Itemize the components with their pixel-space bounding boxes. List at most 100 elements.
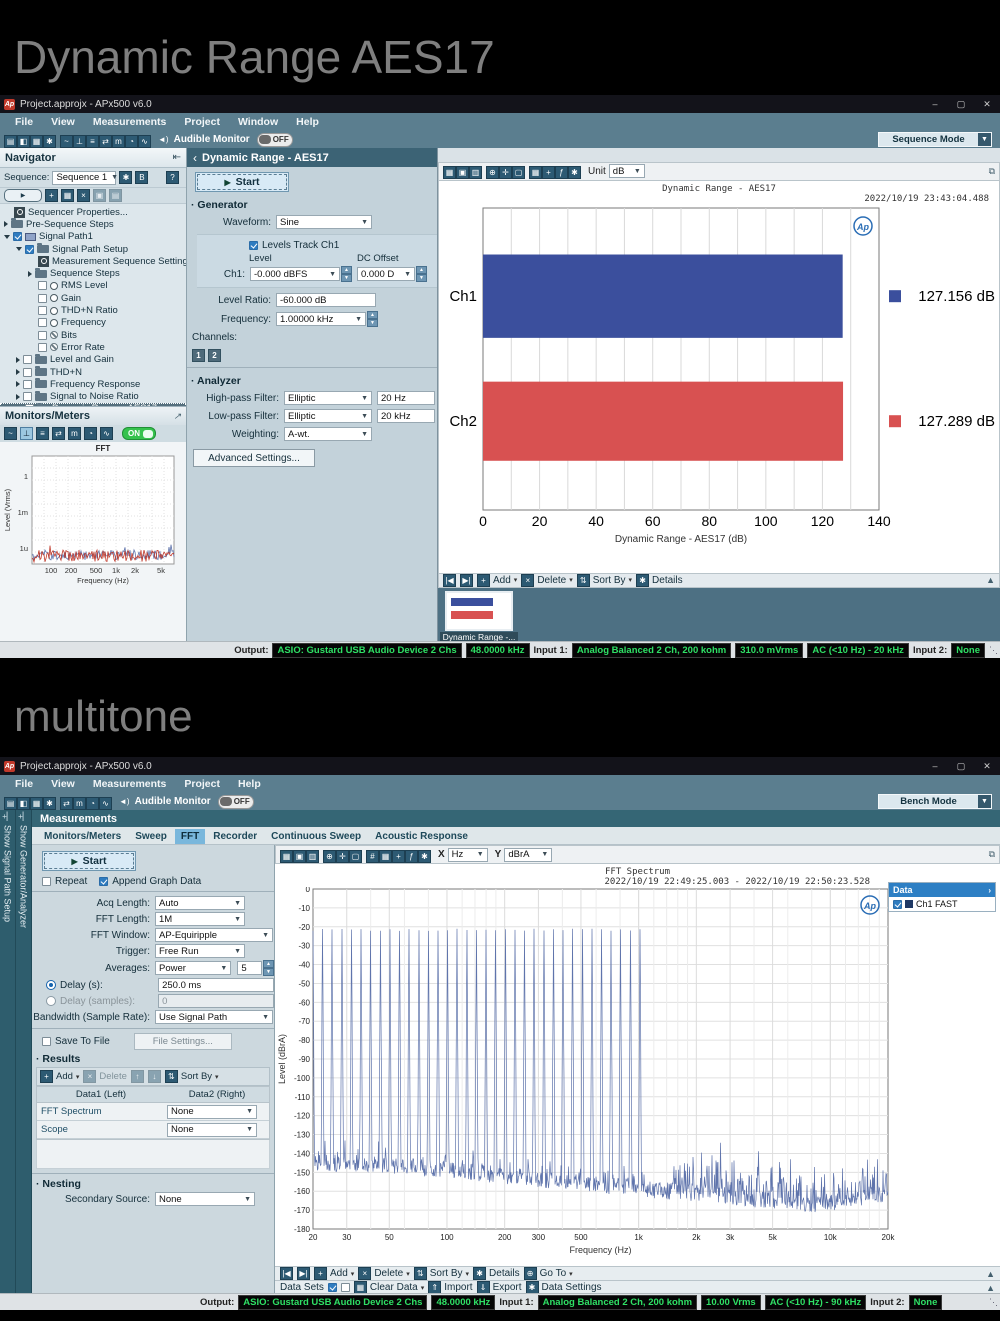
menu-item-measurements[interactable]: Measurements [92,778,167,790]
low-pass-filter-select[interactable]: Elliptic ▼ [284,409,372,423]
help-icon[interactable]: ? [166,171,179,184]
menu-item-window[interactable]: Window [237,116,279,128]
weighting-select[interactable]: A-wt. ▼ [284,427,372,441]
trigger-select[interactable]: Free Run ▼ [155,944,245,958]
tree-checkbox[interactable] [25,244,34,254]
print-icon[interactable]: ▥ [306,849,319,863]
minimize-button[interactable]: – [932,761,938,771]
mode-select[interactable]: Bench Mode ▼ [878,794,992,809]
results-row[interactable]: FFT Spectrum None ▼ [37,1103,269,1121]
show-generator-analyzer-tab[interactable]: +▏ Show Generator/Analyzer [16,810,32,1293]
tab-fft[interactable]: FFT [174,829,206,844]
collapse-icon[interactable]: ▲ [986,575,995,586]
tree-item-error-rate[interactable]: Error Rate [0,341,186,353]
scope-monitor-icon[interactable]: ~ [4,427,17,440]
close-button[interactable]: ✕ [983,760,991,771]
mm-monitor-icon[interactable]: m [68,427,81,440]
resize-grip[interactable]: ⋱ [989,1296,998,1307]
mm-icon[interactable]: m [112,134,125,148]
mode-select[interactable]: Sequence Mode ▼ [878,132,992,147]
transfer-monitor-icon[interactable]: ⇄ [52,427,65,440]
details-button[interactable]: ✱ Details [636,573,683,587]
signal-icon[interactable]: ∿ [99,796,112,810]
frequency-stepper[interactable]: ▲ ▼ [367,311,378,327]
unit-select[interactable]: dB ▼ [608,164,645,178]
tree-checkbox[interactable] [38,293,47,303]
output-device-badge[interactable]: ASIO: Gustard USB Audio Device 2 Chs [238,1294,428,1310]
menu-item-file[interactable]: File [15,116,34,128]
input1-bandwidth-badge[interactable]: AC (<10 Hz) - 20 kHz [807,642,909,658]
menu-item-help[interactable]: Help [296,116,319,128]
open-icon[interactable]: ◧ [17,134,30,148]
first-record-icon[interactable]: |◀ [443,573,456,587]
gear-icon[interactable]: ✱ [43,796,56,810]
fx-icon[interactable]: ƒ [555,166,568,179]
fit-icon[interactable]: ▢ [349,849,362,863]
menu-item-project[interactable]: Project [184,778,220,790]
add-button[interactable]: + Add ▾ [477,573,517,587]
tree-checkbox[interactable] [38,318,47,328]
add-step-icon[interactable]: + [45,189,58,202]
audible-monitor-toggle[interactable]: OFF [256,132,293,147]
fit-icon[interactable]: ▢ [512,166,525,179]
meters-monitor-icon[interactable]: ≡ [36,427,49,440]
input1-device-badge[interactable]: Analog Balanced 2 Ch, 200 kohm [537,1294,698,1310]
level-ratio-input[interactable]: -60.000 dB [276,293,376,307]
cursor-icon[interactable]: + [542,166,555,179]
menu-item-view[interactable]: View [51,778,75,790]
doc-icon[interactable]: ▤ [4,796,17,810]
save-to-file-checkbox[interactable] [42,1037,51,1046]
delete-button[interactable]: × Delete ▾ [358,1267,410,1280]
last-record-icon[interactable]: ▶| [297,1267,310,1280]
swap-icon[interactable]: ⇄ [99,134,112,148]
doc-icon[interactable]: ▤ [4,134,17,148]
nesting-section-title[interactable]: Nesting [36,1178,274,1190]
sample-rate-badge[interactable]: 48.0000 kHz [465,642,530,658]
tree-checkbox[interactable] [23,355,32,365]
delay-samples-radio[interactable] [46,996,56,1006]
bandwidth-sample-rate-select[interactable]: Use Signal Path ▼ [155,1010,273,1024]
collapse-icon[interactable]: ▲ [986,1282,995,1293]
repeat-checkbox[interactable] [42,877,51,886]
sample-rate-badge[interactable]: 48.0000 kHz [431,1294,496,1310]
tab-recorder[interactable]: Recorder [213,831,258,842]
ch1-level-stepper[interactable]: ▲ ▼ [341,266,352,282]
print-icon[interactable]: ▥ [469,166,482,179]
waveform-select[interactable]: Sine ▼ [276,215,372,229]
save-icon[interactable]: ▦ [30,796,43,810]
tree-item-signal-path-setup[interactable]: Signal Path Setup [0,243,186,255]
fx-icon[interactable]: ƒ [405,849,418,863]
tree-item-frequency-response[interactable]: Frequency Response [0,378,186,390]
maximize-button[interactable]: ▢ [956,760,966,771]
sequence-settings-icon[interactable]: ✱ [119,171,133,184]
sort-by-button[interactable]: ⇅ Sort By ▾ [164,1070,219,1083]
copy-icon[interactable]: ▣ [293,849,306,863]
expand-icon[interactable]: ⧉ [988,165,995,176]
tree-down-arrow-icon[interactable] [4,234,10,239]
audible-monitor-toggle[interactable]: OFF [217,794,254,809]
tree-right-arrow-icon[interactable] [16,393,20,400]
delete-icon[interactable]: × [77,189,90,202]
expand-icon[interactable]: ⧉ [988,849,995,859]
input2-device-badge[interactable]: None [908,1294,943,1310]
tab-continuous-sweep[interactable]: Continuous Sweep [271,831,362,842]
zoom-icon[interactable]: ⊕ [323,849,336,863]
result-thumbnail[interactable]: Dynamic Range -... [439,591,519,642]
menu-item-view[interactable]: View [51,116,75,128]
tree-item-gain[interactable]: Gain [0,292,186,304]
ch1-level-input[interactable]: -0.000 dBFS ▼ [250,267,340,281]
menu-item-project[interactable]: Project [184,116,220,128]
save-icon[interactable]: ▦ [280,849,293,863]
tree-right-arrow-icon[interactable] [16,381,20,388]
input1-device-badge[interactable]: Analog Balanced 2 Ch, 200 kohm [571,642,732,658]
input2-device-badge[interactable]: None [951,642,985,658]
tree-down-arrow-icon[interactable] [16,247,22,252]
ch1-dc-stepper[interactable]: ▲ ▼ [416,266,427,282]
tree-checkbox[interactable] [38,342,47,352]
tree-item-pre-sequence-steps[interactable]: Pre-Sequence Steps [0,218,186,230]
append-graph-data-checkbox[interactable] [99,877,109,886]
tree-item-rms-level[interactable]: RMS Level [0,280,186,292]
data-set-2-checkbox[interactable] [340,1283,350,1292]
pan-icon[interactable]: ✛ [499,166,512,179]
result-data2-select[interactable]: None ▼ [167,1122,257,1137]
